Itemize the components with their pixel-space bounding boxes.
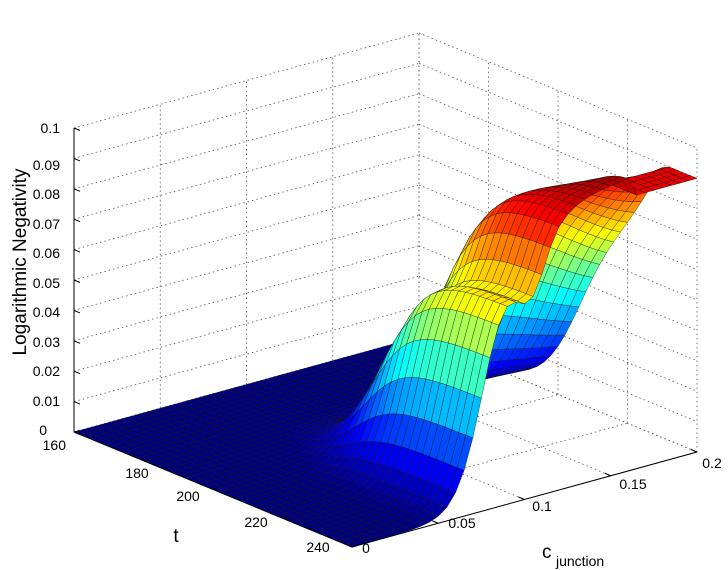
t-tick-mark xyxy=(282,516,288,519)
c-axis-label-main: c xyxy=(542,542,552,563)
grid-line xyxy=(418,93,698,210)
t-tick-label: 160 xyxy=(43,437,67,453)
c-tick-label: 0.05 xyxy=(448,515,475,531)
c-axis-label-subscript: junction xyxy=(555,553,604,569)
surface-mesh xyxy=(73,166,698,548)
t-tick-mark xyxy=(143,458,149,462)
grid-line xyxy=(73,32,420,129)
t-tick-mark xyxy=(212,487,219,490)
c-tick-mark xyxy=(690,449,698,453)
z-tick-label: 0.02 xyxy=(33,363,60,379)
grid-line xyxy=(418,63,698,179)
grid-line xyxy=(73,123,420,220)
z-tick-mark xyxy=(73,340,81,344)
t-tick-mark xyxy=(351,545,358,548)
t-tick-mark xyxy=(73,430,80,433)
grid-line xyxy=(73,275,420,372)
grid-line xyxy=(73,184,420,281)
c-tick-label: 0.15 xyxy=(619,476,646,492)
t-axis-tick-labels: 160 180 200 220 240 xyxy=(43,437,330,555)
z-tick-mark xyxy=(73,249,81,253)
z-tick-label: 0.1 xyxy=(41,120,61,136)
grid-line xyxy=(418,184,698,301)
grid-line xyxy=(73,215,420,311)
z-tick-mark xyxy=(73,218,81,223)
z-tick-mark xyxy=(73,309,81,314)
c-tick-mark xyxy=(432,520,439,524)
z-tick-label: 0.03 xyxy=(33,334,60,350)
c-tick-label: 0 xyxy=(362,540,370,556)
grid-line xyxy=(73,306,420,402)
z-tick-label: 0.09 xyxy=(33,157,60,173)
z-tick-mark xyxy=(73,157,81,162)
grid-line xyxy=(418,154,698,270)
grid-line xyxy=(73,63,420,159)
z-tick-mark xyxy=(73,431,81,435)
axes xyxy=(73,127,698,548)
grid-line xyxy=(418,215,698,331)
z-axis-tick-labels: 0 0.01 0.02 0.03 0.04 0.05 0.06 0.07 0.0… xyxy=(33,120,60,438)
z-tick-label: 0.06 xyxy=(33,245,60,261)
c-axis-label: c junction xyxy=(542,542,604,569)
grid-line xyxy=(73,245,420,342)
z-tick-label: 0.04 xyxy=(33,304,60,320)
z-tick-label: 0.07 xyxy=(33,216,60,232)
t-axis-label: t xyxy=(173,526,179,547)
c-axis-tick-labels: 0 0.05 0.1 0.15 0.2 xyxy=(362,455,722,556)
t-tick-label: 180 xyxy=(125,465,149,481)
z-tick-mark xyxy=(73,279,81,283)
c-tick-label: 0.1 xyxy=(532,498,552,514)
t-tick-label: 200 xyxy=(176,488,200,504)
z-tick-mark xyxy=(73,370,81,375)
t-tick-label: 220 xyxy=(244,514,268,530)
grid-line xyxy=(418,123,698,240)
z-tick-label: 0.05 xyxy=(33,275,60,291)
z-tick-label: 0 xyxy=(39,422,47,438)
z-tick-label: 0.08 xyxy=(33,186,60,202)
grid-line xyxy=(418,32,698,149)
grid-line xyxy=(73,93,420,190)
c-tick-mark xyxy=(604,472,611,477)
z-axis-label: Logarithmic Negativity xyxy=(10,168,31,355)
z-tick-mark xyxy=(73,401,81,405)
t-tick-label: 240 xyxy=(306,539,330,555)
z-tick-label: 0.01 xyxy=(33,393,60,409)
c-tick-mark xyxy=(345,544,353,548)
grid-line xyxy=(73,154,420,250)
c-tick-mark xyxy=(518,496,525,500)
c-tick-label: 0.2 xyxy=(702,455,722,471)
z-tick-mark xyxy=(73,127,81,131)
z-tick-mark xyxy=(73,188,81,192)
